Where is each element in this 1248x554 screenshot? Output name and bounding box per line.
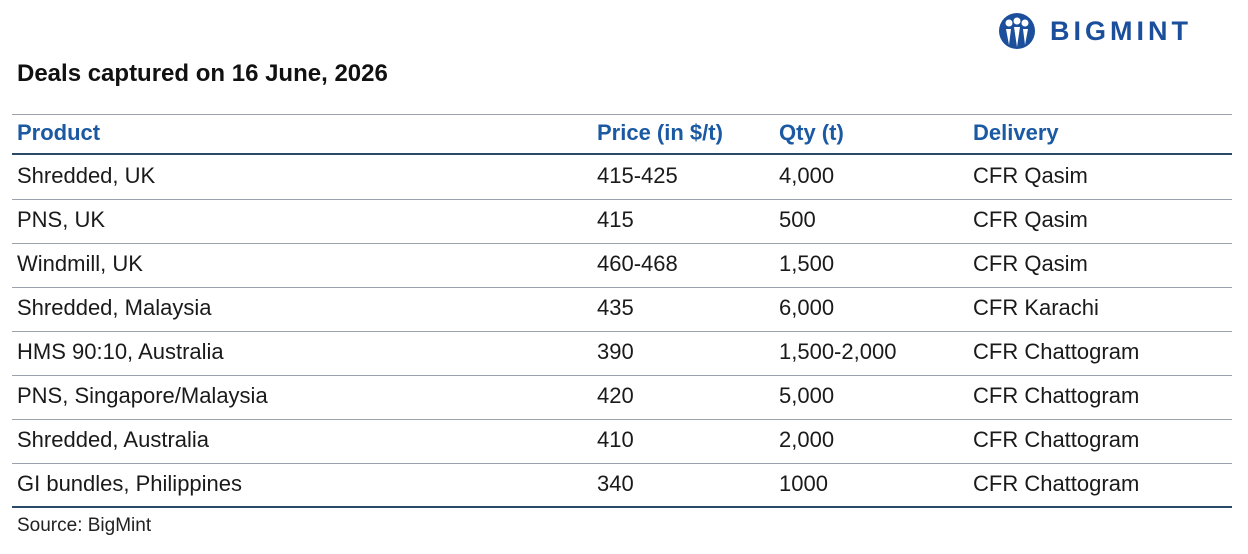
rule xyxy=(12,506,1232,508)
cell: CFR Chattogram xyxy=(973,471,1140,496)
rule xyxy=(12,375,1232,376)
cell: GI bundles, Philippines xyxy=(17,471,243,496)
rule xyxy=(12,114,1232,115)
column-header: Qty (t) xyxy=(779,120,844,145)
cell: 460-468 xyxy=(597,251,678,276)
cell: CFR Qasim xyxy=(973,163,1088,188)
cell: CFR Karachi xyxy=(973,295,1099,320)
rule xyxy=(12,199,1232,200)
cell: 4,000 xyxy=(779,163,835,188)
cell: 340 xyxy=(597,471,634,496)
cell: CFR Chattogram xyxy=(973,383,1140,408)
cell: 415-425 xyxy=(597,163,678,188)
cell: Shredded, Malaysia xyxy=(17,295,212,320)
source: Source: BigMint xyxy=(17,515,152,536)
rule xyxy=(12,331,1232,332)
cell: 390 xyxy=(597,339,634,364)
cell: 435 xyxy=(597,295,634,320)
cell: 410 xyxy=(597,427,634,452)
rule xyxy=(12,243,1232,244)
logo-text: BIGMINT xyxy=(1050,16,1192,46)
cell: PNS, UK xyxy=(17,207,106,232)
cell: CFR Chattogram xyxy=(973,339,1140,364)
cell: 1,500-2,000 xyxy=(779,339,897,364)
cell: 2,000 xyxy=(779,427,835,452)
cell: 420 xyxy=(597,383,634,408)
column-header: Delivery xyxy=(973,120,1059,145)
cell: Windmill, UK xyxy=(17,251,143,276)
rule xyxy=(12,287,1232,288)
cell: 5,000 xyxy=(779,383,835,408)
cell: HMS 90:10, Australia xyxy=(17,339,224,364)
cell: 415 xyxy=(597,207,634,232)
cell: Shredded, UK xyxy=(17,163,156,188)
rule xyxy=(12,419,1232,420)
rule xyxy=(12,153,1232,155)
column-header: Product xyxy=(17,120,101,145)
cell: 1,500 xyxy=(779,251,835,276)
cell: CFR Qasim xyxy=(973,207,1088,232)
cell: 1000 xyxy=(779,471,828,496)
cell: CFR Chattogram xyxy=(973,427,1140,452)
logo-icon xyxy=(999,13,1035,49)
cell: PNS, Singapore/Malaysia xyxy=(17,383,268,408)
cell: 500 xyxy=(779,207,816,232)
cell: Shredded, Australia xyxy=(17,427,210,452)
title: Deals captured on 16 June, 2026 xyxy=(17,60,388,87)
column-header: Price (in $/t) xyxy=(597,120,723,145)
cell: 6,000 xyxy=(779,295,835,320)
cell: CFR Qasim xyxy=(973,251,1088,276)
rule xyxy=(12,463,1232,464)
